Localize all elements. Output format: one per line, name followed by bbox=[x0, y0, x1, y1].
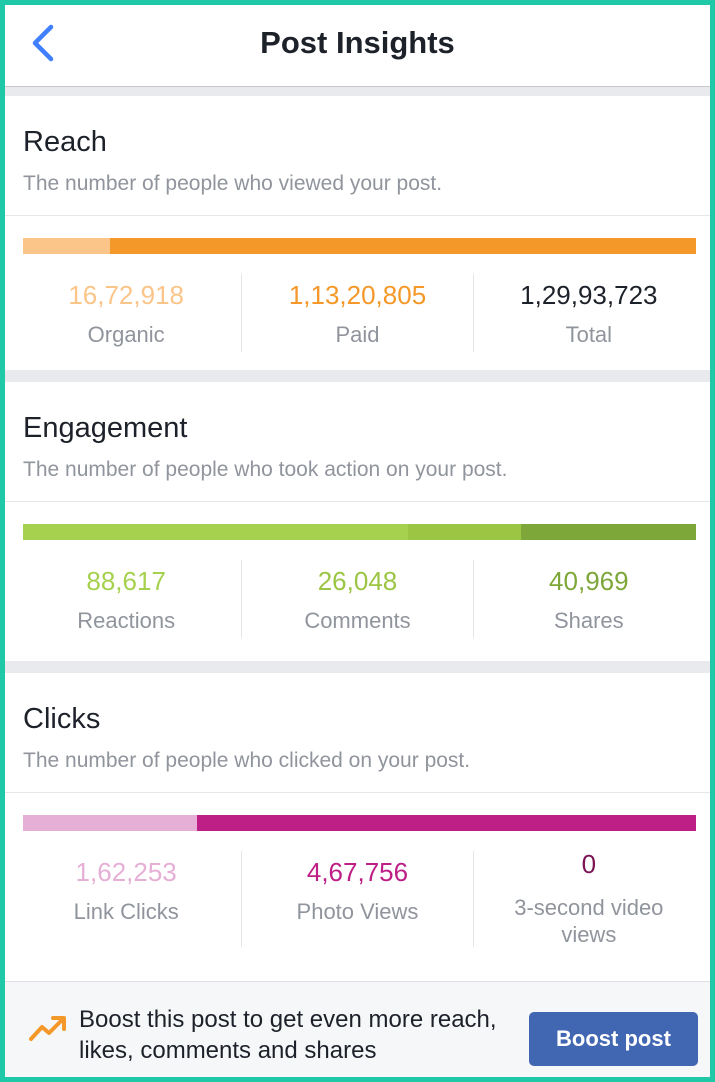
organic-label: Organic bbox=[87, 322, 165, 347]
paid-segment bbox=[109, 238, 696, 254]
shares-value: 40,969 bbox=[549, 566, 629, 596]
reach-bar bbox=[23, 238, 696, 254]
clicks-card-header: Clicks The number of people who clicked … bbox=[5, 673, 710, 793]
trending-up-icon bbox=[29, 1014, 67, 1042]
engagement-description: The number of people who took action on … bbox=[23, 458, 508, 481]
reach-card: Reach The number of people who viewed yo… bbox=[5, 96, 710, 370]
engagement-title: Engagement bbox=[23, 412, 188, 444]
reactions-value: 88,617 bbox=[86, 566, 166, 596]
clicks-title: Clicks bbox=[23, 703, 101, 735]
paid-label: Paid bbox=[335, 322, 380, 347]
link-clicks-value: 1,62,253 bbox=[75, 857, 177, 887]
page-title: Post Insights bbox=[260, 25, 455, 60]
organic-segment bbox=[23, 238, 110, 254]
boost-post-button[interactable]: Boost post bbox=[529, 1012, 698, 1066]
clicks-description: The number of people who clicked on your… bbox=[23, 749, 471, 772]
total-value: 1,29,93,723 bbox=[520, 280, 658, 310]
photo-views-value: 4,67,756 bbox=[306, 857, 409, 887]
photo-views-stat: 4,67,756 Photo Views bbox=[241, 851, 472, 947]
comments-value: 26,048 bbox=[317, 566, 398, 596]
paid-stat: 1,13,20,805 Paid bbox=[241, 274, 472, 352]
photo-views-segment bbox=[196, 815, 696, 831]
photo-views-label: Photo Views bbox=[296, 899, 419, 924]
boost-footer: Boost this post to get even more reach, … bbox=[5, 981, 710, 1077]
comments-label: Comments bbox=[304, 608, 411, 633]
video-views-label: 3-second video views bbox=[514, 895, 664, 947]
organic-stat: 16,72,918 Organic bbox=[11, 274, 241, 352]
reach-title: Reach bbox=[23, 126, 107, 158]
reach-description: The number of people who viewed your pos… bbox=[23, 172, 443, 195]
clicks-bar bbox=[23, 815, 696, 831]
video-views-value: 0 bbox=[581, 849, 597, 879]
shares-stat: 40,969 Shares bbox=[472, 560, 704, 638]
reactions-segment bbox=[23, 524, 408, 540]
total-label: Total bbox=[565, 322, 613, 347]
clicks-card: Clicks The number of people who clicked … bbox=[5, 673, 710, 981]
paid-value: 1,13,20,805 bbox=[288, 280, 427, 310]
reach-stats: 16,72,918 Organic 1,13,20,805 Paid 1,29,… bbox=[11, 274, 704, 352]
engagement-stats: 88,617 Reactions 26,048 Comments 40,969 … bbox=[11, 560, 704, 638]
link-clicks-stat: 1,62,253 Link Clicks bbox=[11, 851, 241, 947]
comments-segment bbox=[407, 524, 522, 540]
reach-card-header: Reach The number of people who viewed yo… bbox=[5, 96, 710, 216]
shares-segment bbox=[521, 524, 696, 540]
chevron-left-icon[interactable] bbox=[27, 21, 61, 65]
comments-stat: 26,048 Comments bbox=[241, 560, 472, 638]
total-stat: 1,29,93,723 Total bbox=[472, 274, 704, 352]
clicks-stats: 1,62,253 Link Clicks 4,67,756 Photo View… bbox=[11, 849, 704, 947]
engagement-card: Engagement The number of people who took… bbox=[5, 382, 710, 661]
link-clicks-label: Link Clicks bbox=[73, 899, 179, 924]
engagement-card-header: Engagement The number of people who took… bbox=[5, 382, 710, 502]
video-views-stat: 0 3-second video views bbox=[472, 849, 704, 947]
organic-value: 16,72,918 bbox=[68, 280, 184, 310]
link-clicks-segment bbox=[23, 815, 197, 831]
reactions-stat: 88,617 Reactions bbox=[11, 560, 241, 638]
navigation-header: Post Insights bbox=[5, 5, 710, 87]
reactions-label: Reactions bbox=[77, 608, 176, 633]
shares-label: Shares bbox=[553, 608, 624, 633]
engagement-bar bbox=[23, 524, 696, 540]
app-frame: Post Insights Reach The number of people… bbox=[5, 5, 710, 1077]
boost-message: Boost this post to get even more reach, … bbox=[79, 1006, 497, 1064]
